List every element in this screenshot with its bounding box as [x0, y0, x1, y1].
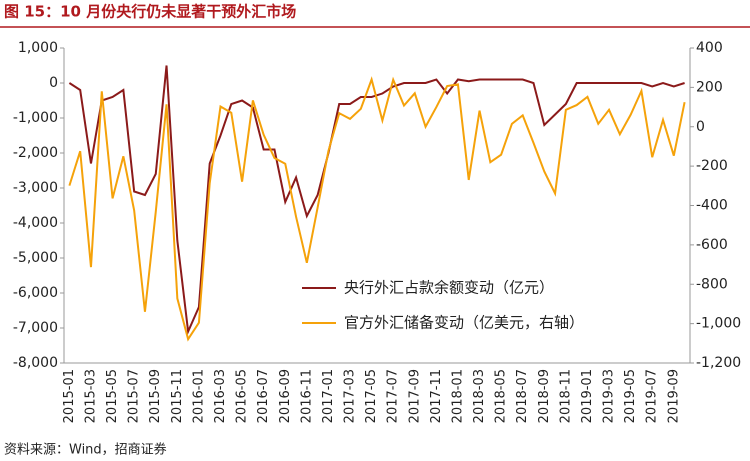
- y2-tick-label: -200: [696, 158, 728, 174]
- y-tick-label: -5,000: [13, 250, 58, 266]
- y2-tick-label: 400: [696, 40, 723, 56]
- source: 资料来源：Wind，招商证券: [4, 442, 167, 458]
- x-tick-label: 2016-09: [278, 369, 293, 423]
- x-tick-label: 2015-03: [83, 369, 98, 423]
- x-tick-label: 2015-11: [170, 369, 185, 423]
- legend-label: 官方外汇储备变动（亿美元，右轴）: [344, 314, 584, 332]
- x-tick-label: 2018-05: [494, 369, 509, 423]
- x-tick-label: 2018-07: [515, 369, 530, 423]
- x-tick-label: 2015-09: [148, 369, 163, 423]
- x-tick-label: 2016-01: [191, 369, 206, 423]
- x-tick-label: 2017-01: [321, 369, 336, 423]
- x-tick-label: 2018-03: [472, 369, 487, 423]
- x-tick-label: 2016-05: [235, 369, 250, 423]
- x-tick-label: 2017-09: [407, 369, 422, 423]
- y2-tick-label: 200: [696, 79, 723, 95]
- x-tick-label: 2017-03: [343, 369, 358, 423]
- y-tick-label: -1,000: [13, 110, 58, 126]
- x-tick-label: 2019-09: [666, 369, 681, 423]
- y-tick-label: -2,000: [13, 145, 58, 161]
- x-tick-label: 2016-11: [299, 369, 314, 423]
- y-tick-label: 0: [49, 75, 58, 91]
- series-line: [68, 65, 685, 336]
- x-tick-label: 2019-01: [580, 369, 595, 423]
- y-tick-label: -3,000: [13, 180, 58, 196]
- y2-tick-label: -1,000: [696, 316, 741, 332]
- y2-tick-label: -800: [696, 276, 728, 292]
- x-tick-label: 2018-11: [558, 369, 573, 423]
- y-tick-label: -8,000: [13, 355, 58, 371]
- x-tick-label: 2018-09: [537, 369, 552, 423]
- x-tick-label: 2016-03: [213, 369, 228, 423]
- y-tick-label: -4,000: [13, 215, 58, 231]
- x-tick-label: 2019-07: [645, 369, 660, 423]
- x-tick-label: 2015-07: [127, 369, 142, 423]
- x-tick-label: 2015-01: [62, 369, 77, 423]
- y2-tick-label: -400: [696, 198, 728, 214]
- x-tick-label: 2019-05: [623, 369, 638, 423]
- series-line: [68, 76, 686, 342]
- chart-title: 图 15：10 月份央行仍未显著干预外汇市场: [4, 3, 296, 21]
- x-tick-label: 2017-07: [386, 369, 401, 423]
- x-tick-label: 2015-05: [105, 369, 120, 423]
- x-tick-label: 2017-05: [364, 369, 379, 423]
- x-tick-label: 2018-01: [450, 369, 465, 423]
- y2-tick-label: -600: [696, 237, 728, 253]
- y-tick-label: 1,000: [18, 40, 58, 56]
- x-tick-label: 2017-11: [429, 369, 444, 423]
- x-tick-label: 2016-07: [256, 369, 271, 423]
- y2-tick-label: -1,200: [696, 355, 741, 371]
- y-tick-label: -6,000: [13, 285, 58, 301]
- y2-tick-label: 0: [696, 119, 705, 135]
- x-tick-label: 2019-03: [602, 369, 617, 423]
- legend-label: 央行外汇占款余额变动（亿元）: [344, 279, 554, 297]
- y-tick-label: -7,000: [13, 320, 58, 336]
